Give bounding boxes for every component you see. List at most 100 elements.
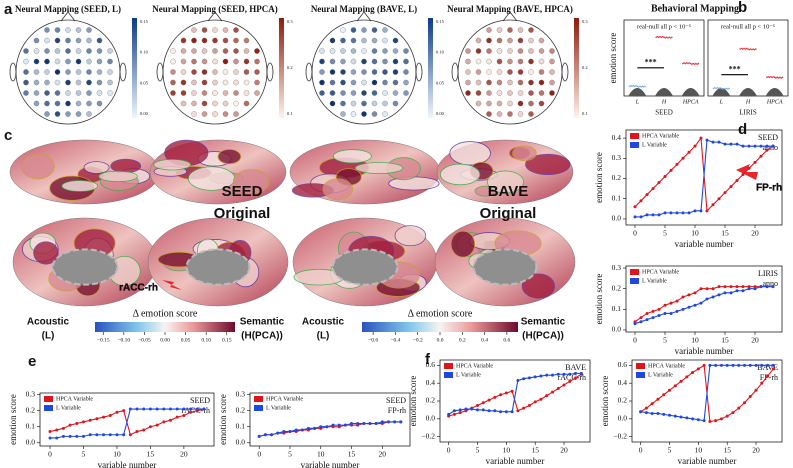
- electrode: [371, 58, 378, 65]
- electrode: [75, 58, 82, 65]
- colorbar-tick-label: 0.10: [201, 337, 211, 343]
- series-point: [717, 293, 721, 297]
- strip-point: [691, 63, 693, 65]
- series-point: [48, 430, 52, 434]
- strip-point: [688, 62, 691, 64]
- series-point: [122, 409, 126, 413]
- electrode: [528, 111, 534, 117]
- electrode: [233, 100, 239, 107]
- series-point: [257, 434, 261, 438]
- axes-frame: [623, 19, 705, 97]
- colorbar-title: Δ emotion score: [133, 308, 198, 319]
- strip-point: [637, 86, 640, 88]
- legend-label: L Variable: [648, 372, 673, 378]
- series-point: [675, 309, 679, 313]
- electrode: [191, 69, 197, 75]
- electrode: [201, 48, 208, 54]
- x-tick-label: 5: [288, 450, 292, 459]
- series-point: [504, 391, 508, 395]
- series-point: [115, 433, 119, 437]
- series-point: [362, 422, 366, 426]
- electrode: [549, 69, 555, 75]
- series-point: [481, 401, 485, 405]
- electrode: [180, 90, 187, 96]
- x-label: variable number: [678, 456, 737, 466]
- electrode: [212, 100, 218, 107]
- electrode: [465, 90, 471, 96]
- x-label: variable number: [675, 346, 734, 356]
- ear: [9, 62, 17, 82]
- electrode: [170, 48, 176, 54]
- panel-label: b: [738, 0, 747, 16]
- series-point: [579, 371, 583, 375]
- series-point: [753, 160, 757, 164]
- series-point: [766, 374, 770, 378]
- left-label: (L): [42, 331, 55, 342]
- strip-point: [742, 48, 744, 50]
- colorbar-tick-label: −0.2: [413, 337, 423, 343]
- strip-point: [771, 76, 773, 79]
- series-point: [650, 411, 654, 415]
- series-point: [731, 363, 735, 367]
- brain-region: [332, 149, 372, 164]
- strip-point: [720, 87, 723, 90]
- strip-point: [739, 48, 741, 50]
- electrode: [243, 48, 250, 54]
- series-point: [270, 433, 274, 437]
- series-point: [115, 410, 119, 414]
- significance: ***: [645, 58, 657, 67]
- series-point: [717, 197, 721, 201]
- series-point: [533, 375, 537, 379]
- electrode: [517, 100, 524, 107]
- electrode: [23, 48, 29, 54]
- y-label: emotion score: [600, 376, 610, 427]
- series-point: [458, 408, 462, 412]
- colorbar-tick-label: −0.6: [368, 337, 378, 343]
- electrode: [496, 90, 503, 96]
- series-point: [556, 372, 560, 376]
- y-tick-label: 0.2: [612, 173, 622, 182]
- series-point: [708, 363, 712, 367]
- strip-point: [658, 36, 660, 39]
- series-point: [82, 434, 85, 438]
- legend-swatch: [44, 405, 53, 411]
- ear: [415, 62, 423, 82]
- series-point: [276, 431, 280, 435]
- x-tick-label: L: [635, 99, 640, 105]
- series-point: [714, 363, 718, 367]
- x-tick-label: 0: [257, 450, 261, 459]
- strip-point: [640, 86, 643, 88]
- electrode: [496, 48, 503, 54]
- series-point: [182, 413, 186, 417]
- series-point: [651, 309, 655, 313]
- legend-swatch: [630, 278, 639, 284]
- x-tick-label: 5: [82, 450, 86, 459]
- electrode: [340, 58, 346, 65]
- electrode: [44, 58, 50, 65]
- series-point: [685, 375, 689, 379]
- brain-region: [521, 273, 555, 299]
- x-tick-label: 10: [317, 450, 325, 459]
- strip-points: [712, 87, 730, 90]
- electrode: [507, 58, 513, 65]
- brain-medial: [331, 248, 399, 286]
- series-point: [731, 411, 735, 415]
- strip-point: [745, 47, 748, 50]
- electrode: [382, 90, 388, 96]
- series-point: [61, 434, 65, 438]
- electrode: [528, 100, 534, 107]
- series-point: [493, 409, 497, 413]
- y-label: emotion score: [408, 376, 418, 427]
- electrode: [319, 90, 325, 96]
- electrode: [382, 79, 388, 86]
- series-point: [510, 410, 514, 414]
- y-label: emotion score: [594, 152, 604, 203]
- brain-region: [21, 153, 55, 180]
- electrode: [201, 37, 208, 44]
- x-tick-label: 0: [633, 336, 637, 345]
- series-point: [452, 409, 456, 413]
- series-point: [743, 401, 746, 405]
- electrode: [507, 90, 513, 96]
- series-point: [741, 144, 745, 148]
